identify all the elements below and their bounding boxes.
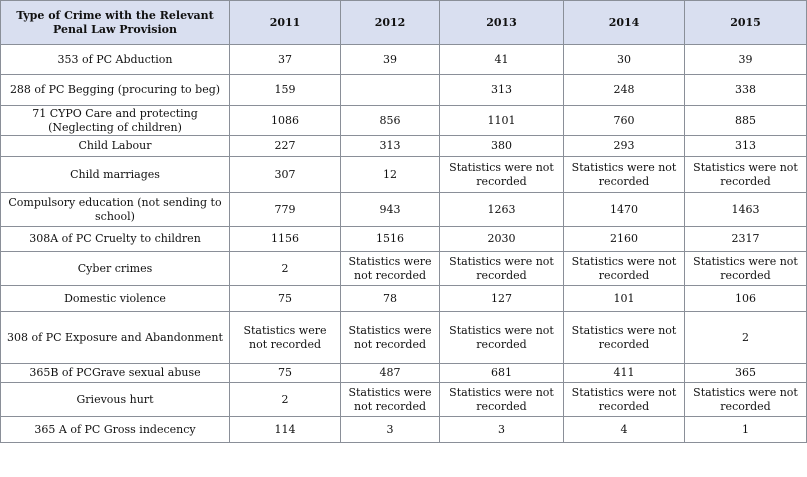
cell-2015: 338 — [684, 74, 807, 106]
cell-2015: 365 — [684, 363, 807, 383]
crime-type-cell: Compulsory education (not sending to sch… — [0, 192, 230, 227]
cell-2011: 779 — [229, 192, 341, 227]
cell-2012: 943 — [340, 192, 440, 227]
crime-type-cell: 353 of PC Abduction — [0, 44, 230, 75]
cell-2012: 313 — [340, 135, 440, 157]
cell-2014: 248 — [563, 74, 685, 106]
cell-2013: Statistics were not recorded — [439, 382, 564, 417]
cell-2011: 1156 — [229, 226, 341, 252]
cell-2015: 2317 — [684, 226, 807, 252]
crime-type-cell: 71 CYPO Care and protecting (Neglecting … — [0, 105, 230, 136]
table-row: Child Labour 227 313 380 293 313 — [0, 135, 807, 157]
cell-2012: 78 — [340, 285, 440, 312]
cell-2012: 856 — [340, 105, 440, 136]
cell-2013: 1101 — [439, 105, 564, 136]
cell-2011: 307 — [229, 156, 341, 193]
header-2011: 2011 — [229, 0, 341, 45]
crime-type-cell: 288 of PC Begging (procuring to beg) — [0, 74, 230, 106]
cell-2015: 39 — [684, 44, 807, 75]
cell-2011: 75 — [229, 285, 341, 312]
cell-2013: 2030 — [439, 226, 564, 252]
cell-2015: 885 — [684, 105, 807, 136]
cell-2011: 227 — [229, 135, 341, 157]
cell-2013: Statistics were not recorded — [439, 311, 564, 364]
cell-2015: Statistics were not recorded — [684, 156, 807, 193]
cell-2011: 2 — [229, 382, 341, 417]
cell-2014: 2160 — [563, 226, 685, 252]
cell-2011: Statistics were not recorded — [229, 311, 341, 364]
crime-type-cell: 365B of PCGrave sexual abuse — [0, 363, 230, 383]
cell-2014: 760 — [563, 105, 685, 136]
cell-2014: 30 — [563, 44, 685, 75]
table-row: 71 CYPO Care and protecting (Neglecting … — [0, 105, 807, 136]
crime-type-cell: Domestic violence — [0, 285, 230, 312]
table-row: 365B of PCGrave sexual abuse 75 487 681 … — [0, 363, 807, 383]
table-row: 308A of PC Cruelty to children 1156 1516… — [0, 226, 807, 252]
cell-2013: Statistics were not recorded — [439, 156, 564, 193]
cell-2012: 1516 — [340, 226, 440, 252]
cell-2015: 106 — [684, 285, 807, 312]
cell-2012: Statistics were not recorded — [340, 311, 440, 364]
crime-type-cell: 308 of PC Exposure and Abandonment — [0, 311, 230, 364]
crime-type-cell: 308A of PC Cruelty to children — [0, 226, 230, 252]
cell-2011: 75 — [229, 363, 341, 383]
cell-2012: 12 — [340, 156, 440, 193]
table-row: 365 A of PC Gross indecency 114 3 3 4 1 — [0, 416, 807, 443]
cell-2013: 127 — [439, 285, 564, 312]
crime-type-cell: Grievous hurt — [0, 382, 230, 417]
cell-2014: 4 — [563, 416, 685, 443]
cell-2011: 37 — [229, 44, 341, 75]
header-2012: 2012 — [340, 0, 440, 45]
crime-type-cell: 365 A of PC Gross indecency — [0, 416, 230, 443]
cell-2011: 114 — [229, 416, 341, 443]
table-row: Cyber crimes 2 Statistics were not recor… — [0, 251, 807, 286]
crime-statistics-table: Type of Crime with the Relevant Penal La… — [0, 0, 807, 443]
cell-2013: Statistics were not recorded — [439, 251, 564, 286]
table-row: Compulsory education (not sending to sch… — [0, 192, 807, 227]
cell-2011: 159 — [229, 74, 341, 106]
cell-2011: 2 — [229, 251, 341, 286]
cell-2013: 41 — [439, 44, 564, 75]
cell-2013: 681 — [439, 363, 564, 383]
cell-2014: 1470 — [563, 192, 685, 227]
cell-2012: 3 — [340, 416, 440, 443]
cell-2013: 380 — [439, 135, 564, 157]
cell-2012: Statistics were not recorded — [340, 251, 440, 286]
cell-2014: 411 — [563, 363, 685, 383]
cell-2014: Statistics were not recorded — [563, 382, 685, 417]
cell-2015: 1463 — [684, 192, 807, 227]
cell-2015: Statistics were not recorded — [684, 382, 807, 417]
table-row: 308 of PC Exposure and Abandonment Stati… — [0, 311, 807, 364]
cell-2015: 1 — [684, 416, 807, 443]
cell-2013: 3 — [439, 416, 564, 443]
table-row: 288 of PC Begging (procuring to beg) 159… — [0, 74, 807, 106]
table-row: Child marriages 307 12 Statistics were n… — [0, 156, 807, 193]
cell-2012: Statistics were not recorded — [340, 382, 440, 417]
cell-2014: Statistics were not recorded — [563, 251, 685, 286]
header-row: Type of Crime with the Relevant Penal La… — [0, 0, 807, 45]
table-row: 353 of PC Abduction 37 39 41 30 39 — [0, 44, 807, 75]
cell-2012: 39 — [340, 44, 440, 75]
cell-2014: Statistics were not recorded — [563, 311, 685, 364]
cell-2015: Statistics were not recorded — [684, 251, 807, 286]
header-2015: 2015 — [684, 0, 807, 45]
cell-2015: 313 — [684, 135, 807, 157]
crime-type-cell: Child marriages — [0, 156, 230, 193]
table-row: Domestic violence 75 78 127 101 106 — [0, 285, 807, 312]
cell-2014: 293 — [563, 135, 685, 157]
cell-2013: 1263 — [439, 192, 564, 227]
cell-2012: 487 — [340, 363, 440, 383]
cell-2011: 1086 — [229, 105, 341, 136]
crime-type-cell: Cyber crimes — [0, 251, 230, 286]
cell-2014: 101 — [563, 285, 685, 312]
header-2014: 2014 — [563, 0, 685, 45]
cell-2012 — [340, 74, 440, 106]
cell-2013: 313 — [439, 74, 564, 106]
crime-type-cell: Child Labour — [0, 135, 230, 157]
header-crime-type: Type of Crime with the Relevant Penal La… — [0, 0, 230, 45]
table-row: Grievous hurt 2 Statistics were not reco… — [0, 382, 807, 417]
header-2013: 2013 — [439, 0, 564, 45]
cell-2015: 2 — [684, 311, 807, 364]
cell-2014: Statistics were not recorded — [563, 156, 685, 193]
